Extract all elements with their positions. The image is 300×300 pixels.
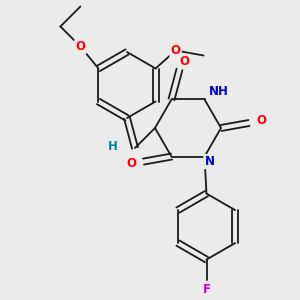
Text: H: H: [108, 140, 118, 152]
Text: NH: NH: [208, 85, 228, 98]
Text: O: O: [171, 44, 181, 57]
Text: N: N: [205, 155, 214, 168]
Text: O: O: [179, 55, 190, 68]
Text: O: O: [256, 115, 266, 128]
Text: O: O: [127, 157, 136, 170]
Text: F: F: [202, 283, 211, 296]
Text: O: O: [75, 40, 85, 53]
